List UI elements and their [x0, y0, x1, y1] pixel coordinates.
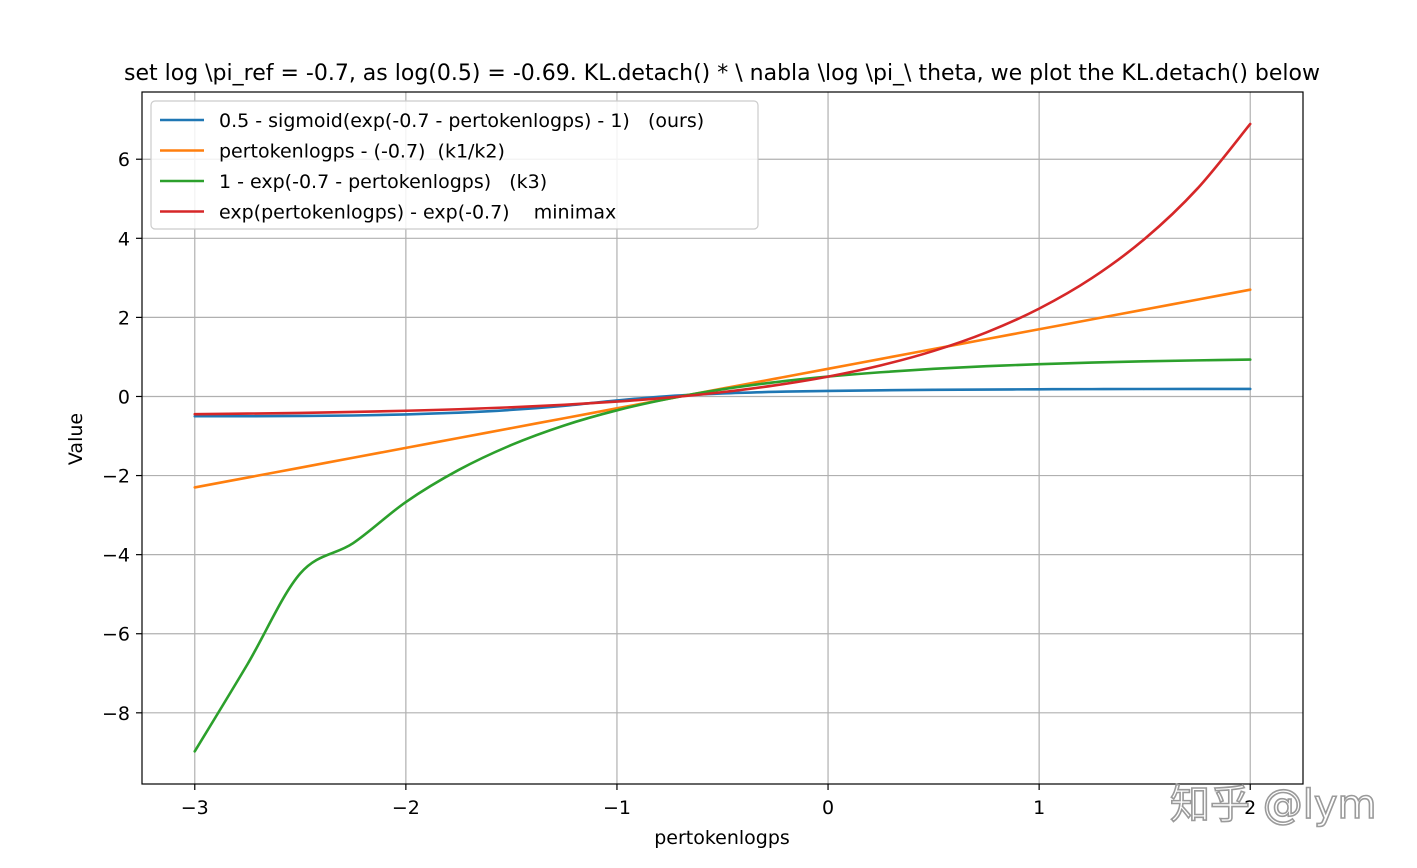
x-tick-label: 2 [1244, 797, 1256, 819]
chart-title: set log \pi_ref = -0.7, as log(0.5) = -0… [124, 61, 1320, 86]
series-line-4 [193, 122, 1252, 416]
x-tick-label: −2 [392, 797, 420, 819]
x-tick-label: −3 [181, 797, 209, 819]
legend-label-3: 1 - exp(-0.7 - pertokenlogps) (k3) [219, 171, 547, 193]
y-axis-ticks: −8 −6 −4 −2 0 2 4 6 [102, 149, 142, 725]
y-tick-label: −6 [102, 624, 130, 646]
y-tick-label: 6 [118, 149, 130, 171]
y-tick-label: −8 [102, 703, 130, 725]
series-lines [193, 122, 1252, 753]
legend-label-1: 0.5 - sigmoid(exp(-0.7 - pertokenlogps) … [219, 110, 704, 132]
legend-label-2: pertokenlogps - (-0.7) (k1/k2) [219, 141, 505, 163]
series-line-3 [193, 358, 1252, 753]
y-tick-label: 4 [118, 228, 130, 250]
legend-box [150, 100, 759, 230]
x-tick-label: −1 [603, 797, 631, 819]
plot-frame [141, 91, 1304, 785]
x-tick-label: 1 [1033, 797, 1045, 819]
legend-label-4: exp(pertokenlogps) - exp(-0.7) minimax [219, 202, 616, 224]
y-tick-label: −4 [102, 545, 130, 567]
y-tick-label: 0 [118, 386, 130, 408]
x-tick-label: 0 [822, 797, 834, 819]
x-axis-ticks: −3 −2 −1 0 1 2 [181, 784, 1256, 819]
y-axis-label: Value [65, 413, 87, 465]
x-axis-label: pertokenlogps [654, 827, 790, 849]
y-tick-label: −2 [102, 466, 130, 488]
legend: 0.5 - sigmoid(exp(-0.7 - pertokenlogps) … [150, 100, 759, 230]
y-tick-label: 2 [118, 307, 130, 329]
watermark: 知乎 @lym [1170, 782, 1376, 828]
